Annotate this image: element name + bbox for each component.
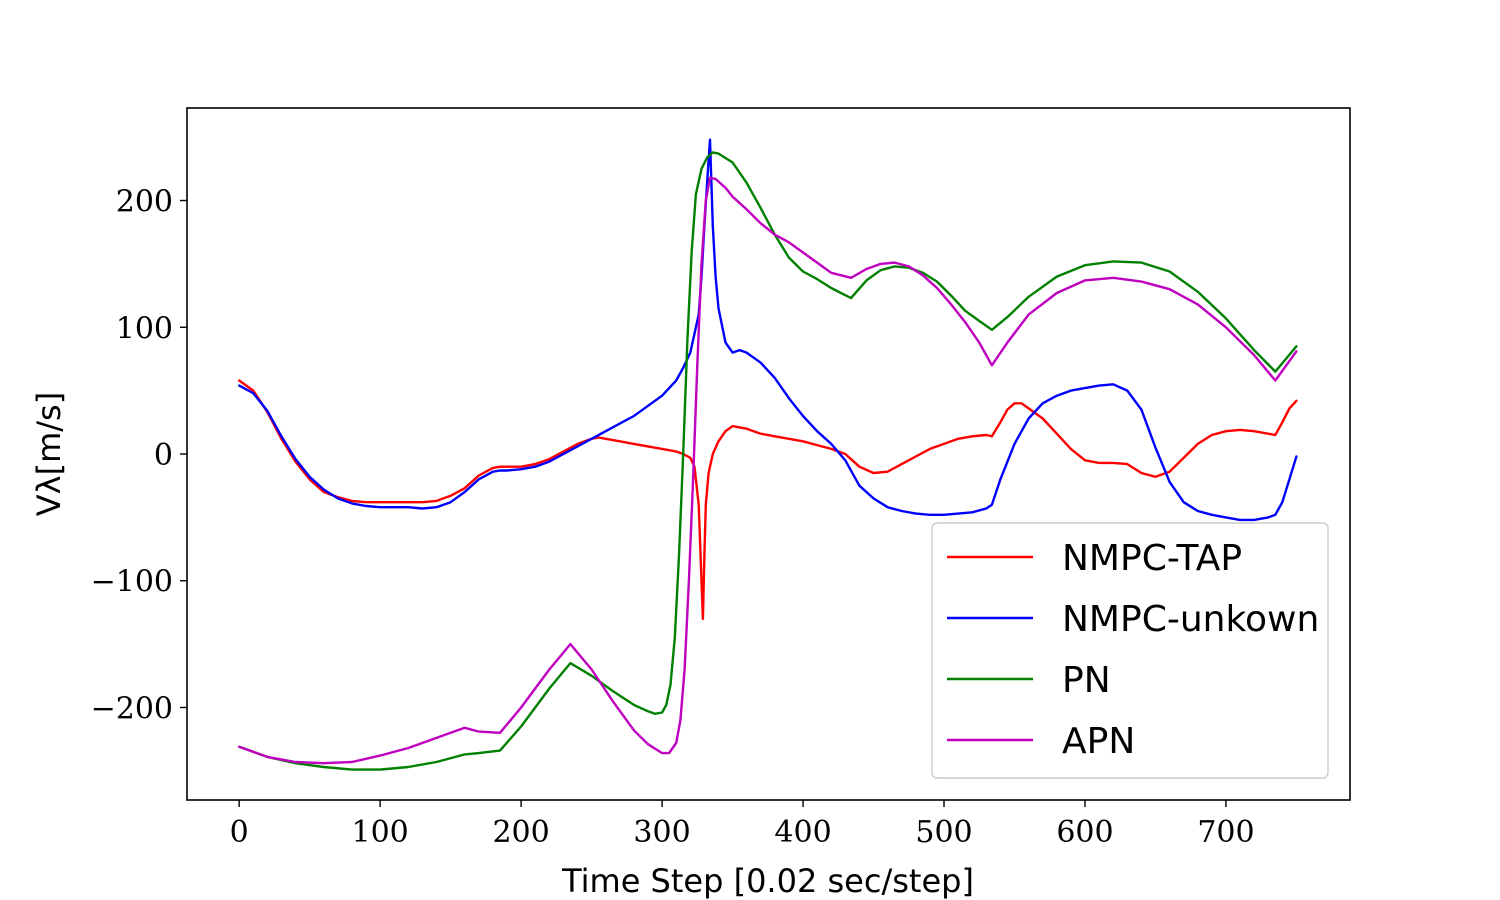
x-axis-ticks: 0 100 200 300 400 500 600 700 [230,800,1255,850]
y-tick-label: 200 [116,185,173,220]
series-line-nmpc-unkown [237,138,1298,522]
legend-label: PN [1062,660,1111,701]
x-tick-label: 500 [915,815,972,850]
legend-label: NMPC-unkown [1062,599,1319,640]
series-line-apn [237,176,1298,765]
legend-label: APN [1062,721,1135,762]
y-tick-label: 0 [154,438,173,473]
x-tick-label: 300 [633,815,690,850]
series-line-nmpc-tap [237,379,1298,620]
y-tick-label: −200 [91,691,173,726]
x-tick-label: 100 [351,815,408,850]
y-axis-label: Vλ[m/s] [30,392,68,516]
series-layer [237,138,1298,771]
legend: NMPC-TAP NMPC-unkown PN APN [931,522,1329,779]
y-tick-label: 100 [116,311,173,346]
x-tick-label: 400 [774,815,831,850]
y-axis-ticks: −200 −100 0 100 200 [91,185,187,726]
legend-box [931,522,1329,779]
y-tick-label: −100 [91,565,173,600]
x-axis-label: Time Step [0.02 sec/step] [561,862,974,900]
x-tick-label: 200 [492,815,549,850]
legend-label: NMPC-TAP [1062,538,1242,579]
x-tick-label: 0 [230,815,249,850]
series-line-pn [237,151,1298,771]
x-tick-label: 700 [1197,815,1254,850]
x-tick-label: 600 [1056,815,1113,850]
